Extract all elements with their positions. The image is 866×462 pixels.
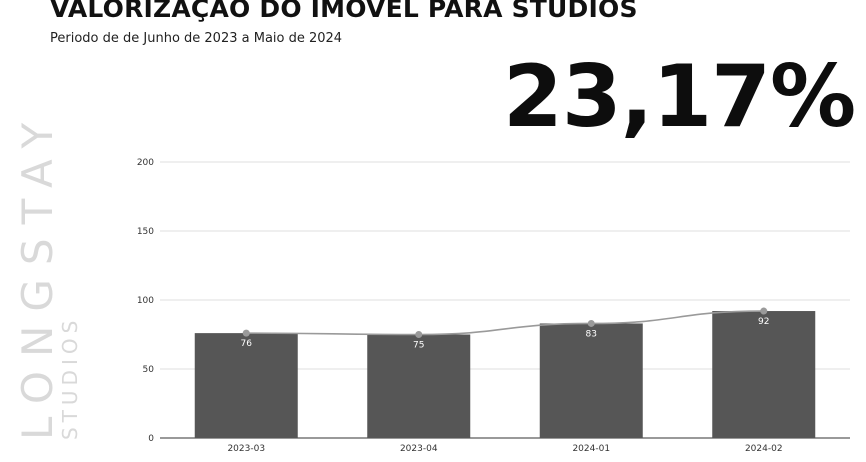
y-tick-label: 150 xyxy=(137,227,154,237)
trend-point xyxy=(242,329,250,337)
data-labels: 76 75 83 92 xyxy=(241,317,770,350)
chart-subtitle: Periodo de de Junho de 2023 a Maio de 20… xyxy=(50,31,343,46)
trend-point xyxy=(415,331,423,338)
trend-point xyxy=(760,307,768,315)
x-axis-ticks: 2023-03 2023-04 2024-01 2024-02 xyxy=(227,444,782,454)
y-tick-label: 0 xyxy=(148,434,154,444)
y-tick-label: 50 xyxy=(143,365,155,375)
trend-line-layer xyxy=(242,307,768,338)
chart-title: VALORIZAÇÃO DO IMÓVEL PARA STUDIOS xyxy=(50,0,638,23)
bar xyxy=(539,323,643,438)
bar xyxy=(194,333,298,438)
bar xyxy=(367,334,471,438)
trend-line xyxy=(246,310,764,336)
y-axis-ticks: 0 50 100 150 200 xyxy=(137,158,154,444)
bars xyxy=(194,311,816,438)
bar xyxy=(712,311,816,438)
x-tick-label: 2023-04 xyxy=(400,444,438,454)
y-tick-label: 100 xyxy=(137,296,154,306)
valuation-percentage: 23,17% xyxy=(503,47,856,147)
data-label: 83 xyxy=(586,329,597,339)
x-tick-label: 2024-02 xyxy=(745,444,783,454)
data-label: 75 xyxy=(413,341,424,351)
y-tick-label: 200 xyxy=(137,158,154,168)
data-label: 92 xyxy=(758,317,769,327)
x-tick-label: 2024-01 xyxy=(572,444,610,454)
data-label: 76 xyxy=(241,339,253,349)
x-tick-label: 2023-03 xyxy=(227,444,265,454)
trend-point xyxy=(587,319,595,327)
